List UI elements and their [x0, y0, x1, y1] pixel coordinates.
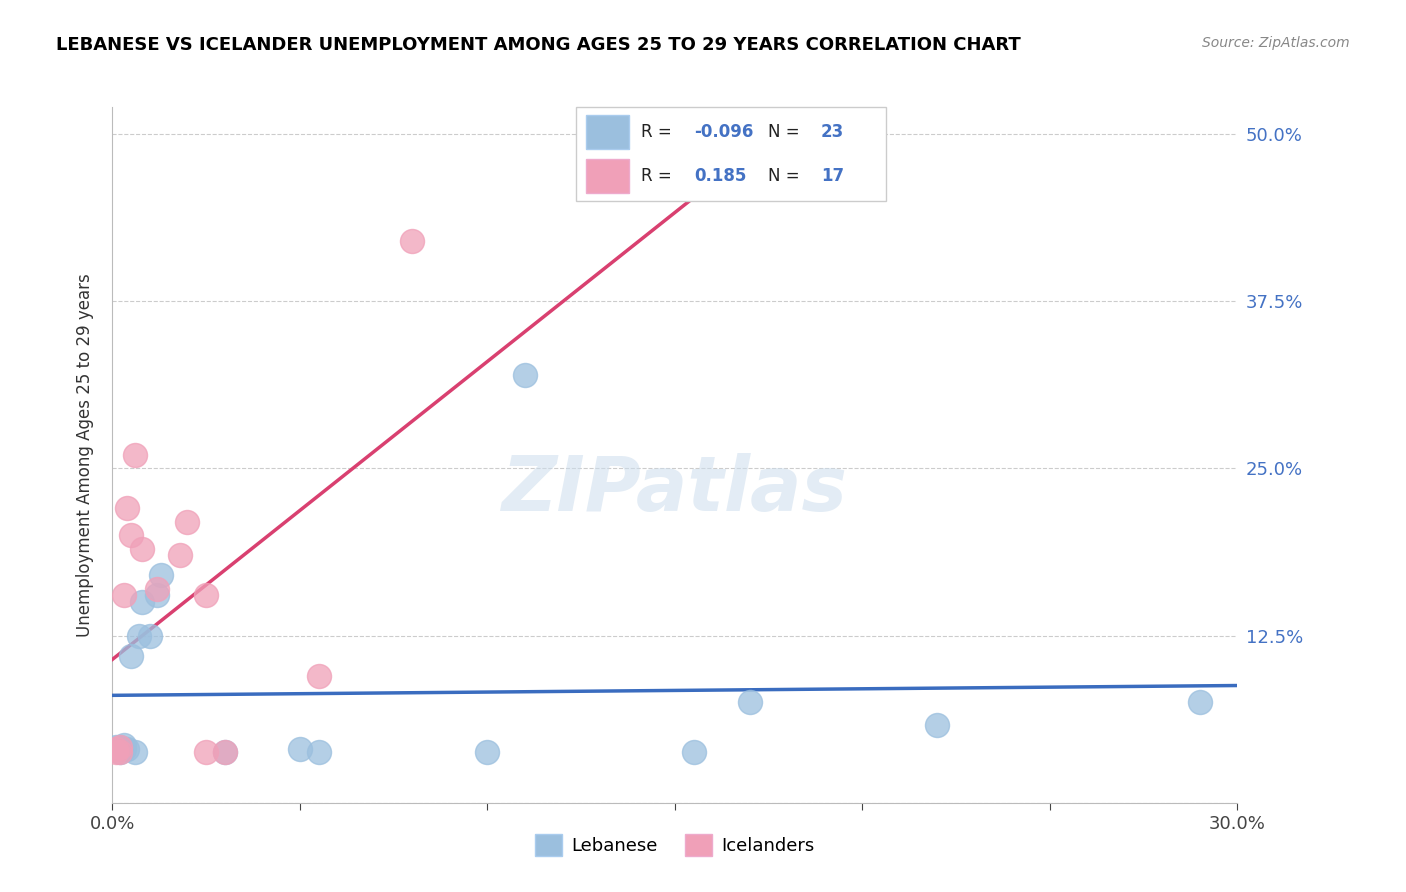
Point: [176, 515, 198, 529]
Point: [308, 669, 330, 683]
Text: N =: N =: [768, 168, 806, 186]
Text: N =: N =: [768, 123, 806, 141]
Point: [150, 568, 173, 582]
Point: [308, 745, 330, 759]
Text: LEBANESE VS ICELANDER UNEMPLOYMENT AMONG AGES 25 TO 29 YEARS CORRELATION CHART: LEBANESE VS ICELANDER UNEMPLOYMENT AMONG…: [56, 36, 1021, 54]
Text: 0.185: 0.185: [695, 168, 747, 186]
Point: [738, 696, 761, 710]
Point: [108, 739, 131, 754]
Text: -0.096: -0.096: [695, 123, 754, 141]
Point: [105, 742, 128, 756]
Point: [117, 742, 139, 756]
Point: [146, 589, 169, 603]
Point: [146, 582, 169, 596]
Point: [108, 745, 131, 759]
Point: [195, 745, 218, 759]
Point: [120, 648, 142, 663]
Y-axis label: Unemployment Among Ages 25 to 29 years: Unemployment Among Ages 25 to 29 years: [76, 273, 94, 637]
Point: [682, 745, 704, 759]
Point: [513, 368, 536, 382]
Point: [112, 742, 135, 756]
Point: [214, 745, 236, 759]
FancyBboxPatch shape: [586, 115, 628, 149]
Point: [477, 745, 499, 759]
Point: [112, 739, 135, 753]
Point: [105, 745, 128, 759]
Text: R =: R =: [641, 168, 678, 186]
Text: ZIPatlas: ZIPatlas: [502, 453, 848, 526]
Point: [927, 718, 949, 732]
Point: [1188, 696, 1211, 710]
Point: [105, 742, 128, 756]
Point: [108, 745, 131, 759]
Text: 23: 23: [821, 123, 844, 141]
Point: [105, 739, 128, 754]
Point: [401, 234, 423, 248]
Point: [195, 589, 218, 603]
Text: Source: ZipAtlas.com: Source: ZipAtlas.com: [1202, 36, 1350, 50]
Point: [139, 628, 162, 642]
FancyBboxPatch shape: [586, 160, 628, 194]
Text: R =: R =: [641, 123, 678, 141]
Point: [120, 528, 142, 542]
Point: [112, 589, 135, 603]
Point: [131, 541, 153, 556]
Point: [169, 548, 191, 563]
Point: [128, 628, 150, 642]
Legend: Lebanese, Icelanders: Lebanese, Icelanders: [529, 827, 821, 863]
Point: [124, 745, 146, 759]
Point: [214, 745, 236, 759]
Point: [131, 595, 153, 609]
Point: [288, 742, 311, 756]
Point: [124, 448, 146, 462]
FancyBboxPatch shape: [576, 107, 886, 201]
Text: 17: 17: [821, 168, 844, 186]
Point: [117, 501, 139, 516]
Point: [108, 739, 131, 754]
